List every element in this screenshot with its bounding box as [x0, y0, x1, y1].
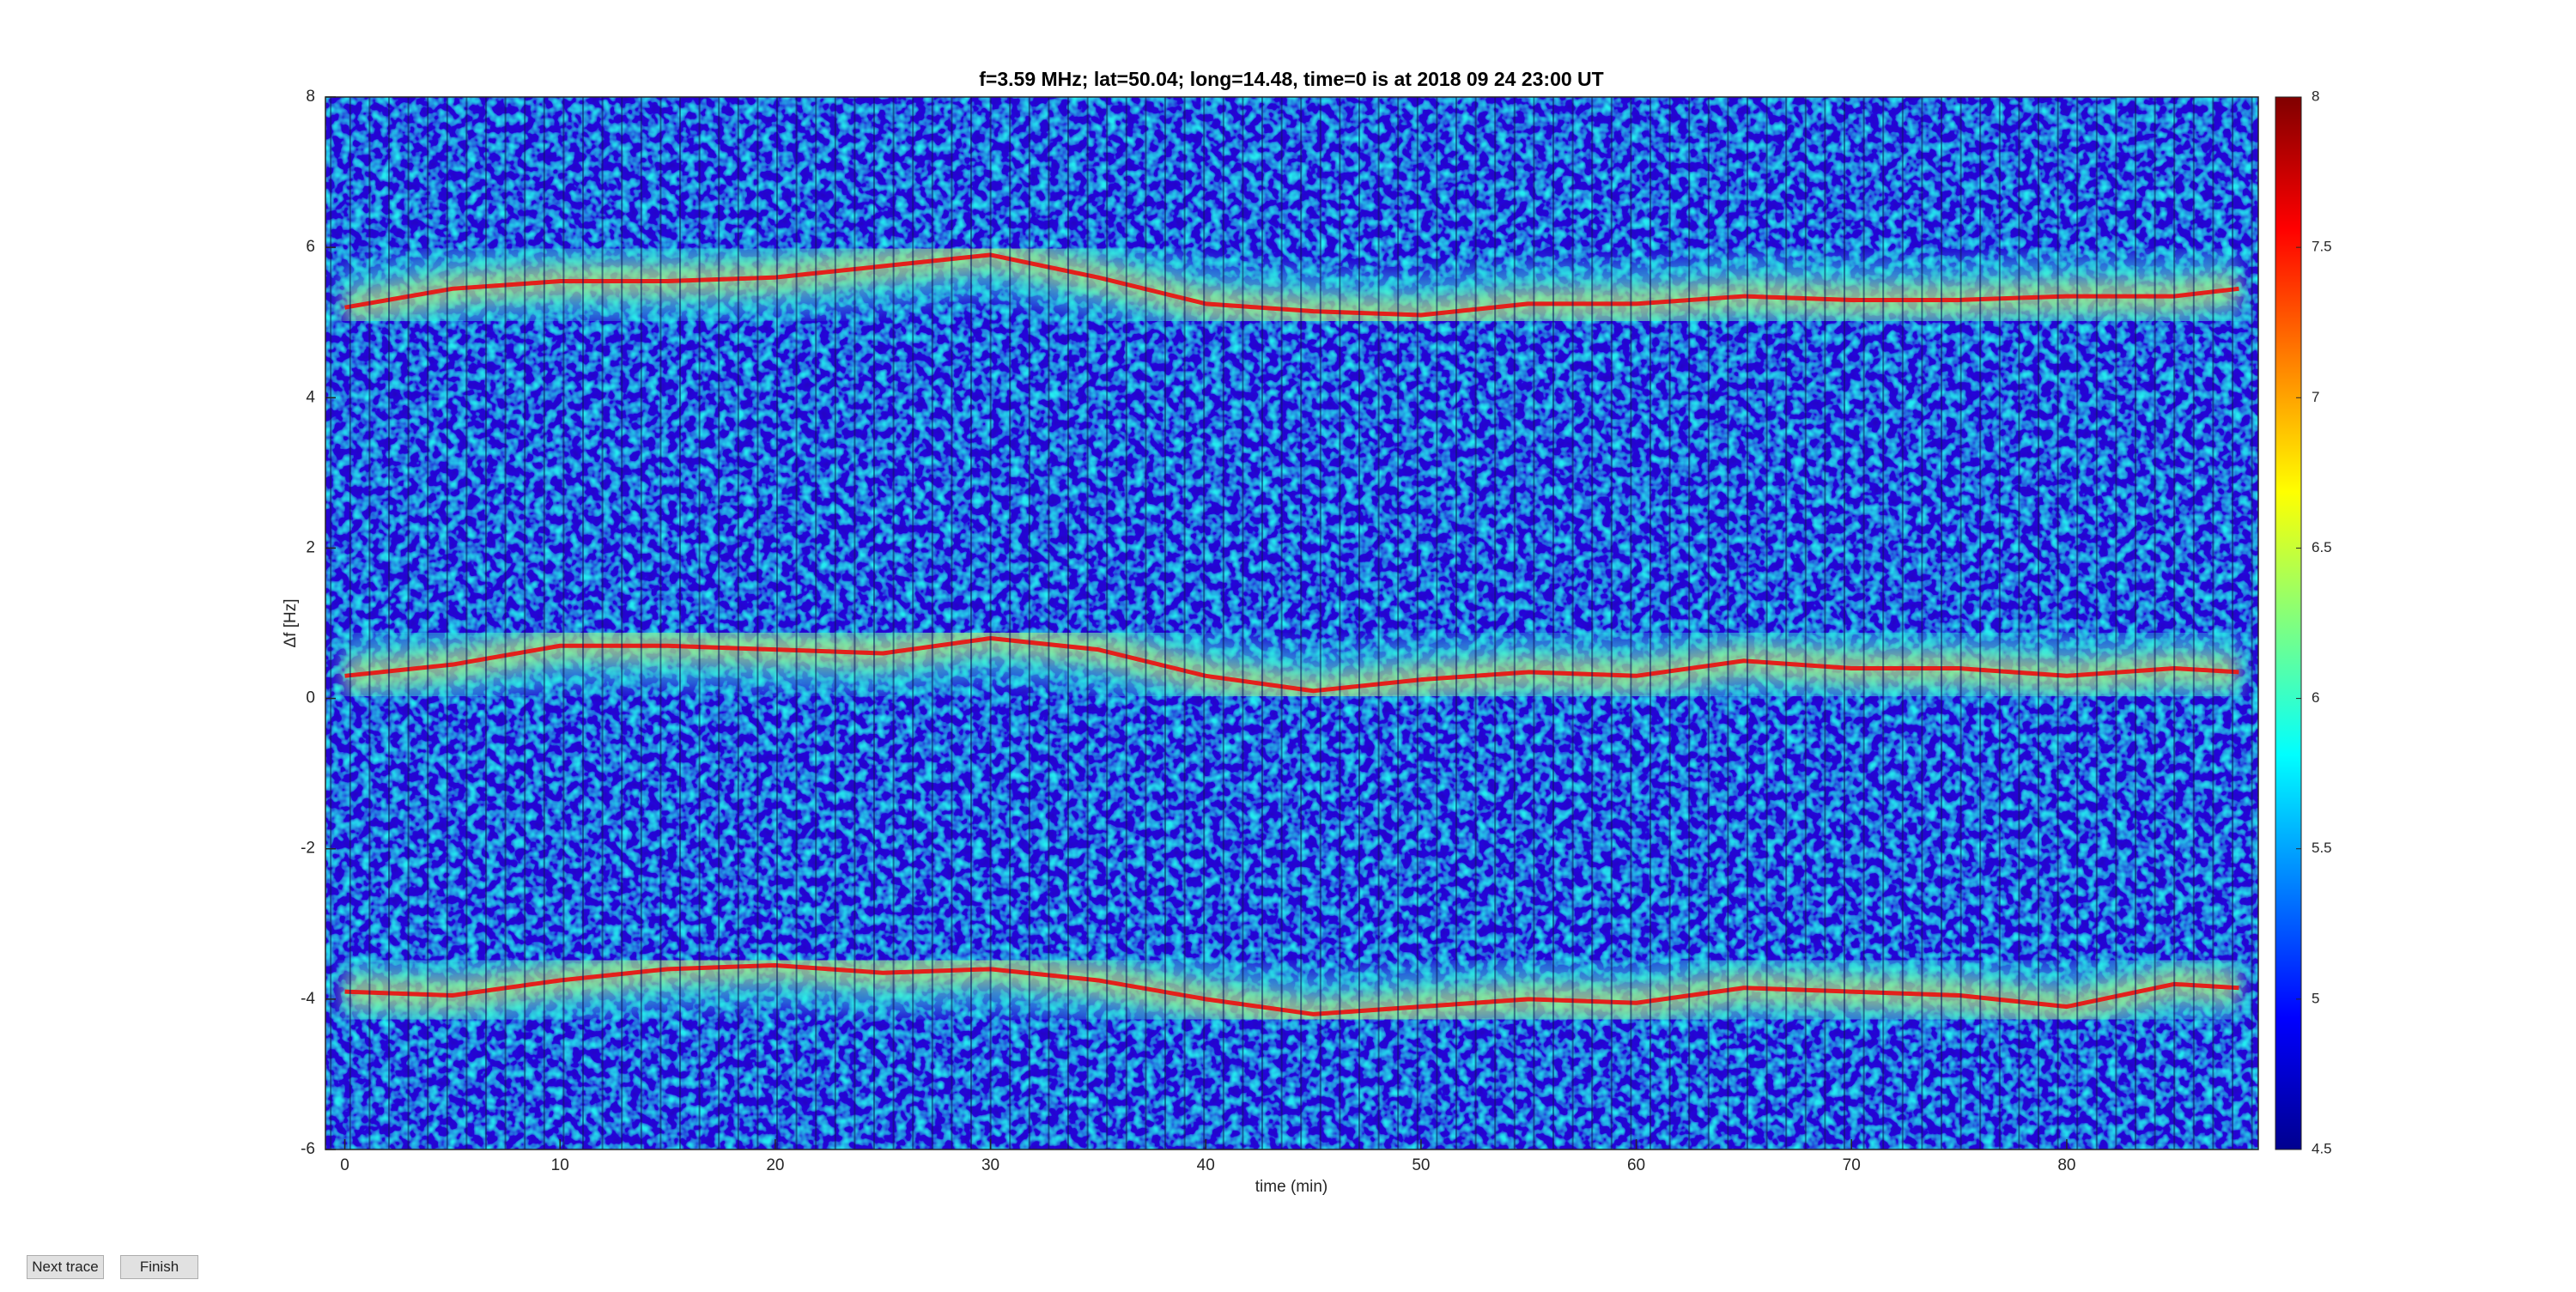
- colorbar-tick-label: 7.5: [2312, 239, 2332, 255]
- colorbar-tick-label: 6: [2312, 689, 2319, 706]
- x-tick-label: 60: [1627, 1156, 1645, 1174]
- y-tick-label: -4: [301, 990, 315, 1008]
- x-tick-label: 50: [1412, 1156, 1430, 1174]
- y-tick-label: 8: [306, 88, 315, 106]
- finish-button[interactable]: Finish: [120, 1255, 198, 1279]
- next-trace-button[interactable]: Next trace: [27, 1255, 104, 1279]
- overlay: [325, 97, 2258, 1149]
- x-tick-label: 70: [1843, 1156, 1861, 1174]
- y-tick-label: -2: [301, 840, 315, 858]
- colorbar-tick-label: 5: [2312, 990, 2319, 1006]
- stripes: [325, 97, 2258, 1149]
- x-tick-label: 0: [340, 1156, 349, 1174]
- plot-frame: [325, 96, 2259, 1150]
- colorbar-tick-label: 5.5: [2312, 840, 2332, 856]
- y-tick-label: 2: [306, 538, 315, 556]
- colorbar-tick-label: 8: [2312, 88, 2319, 104]
- colorbar-tick-label: 4.5: [2312, 1140, 2332, 1156]
- x-tick-label: 20: [766, 1156, 784, 1174]
- colorbar: [2275, 96, 2302, 1150]
- colorbar-tick-label: 6.5: [2312, 539, 2332, 555]
- colorbar-tick-label: 7: [2312, 389, 2319, 405]
- x-tick-label: 40: [1197, 1156, 1215, 1174]
- y-tick-label: -6: [301, 1140, 315, 1158]
- y-tick-label: 4: [306, 388, 315, 406]
- y-tick-label: 6: [306, 238, 315, 256]
- chart-title: f=3.59 MHz; lat=50.04; long=14.48, time=…: [979, 68, 1603, 90]
- x-tick-label: 30: [981, 1156, 999, 1174]
- x-axis-label: time (min): [1255, 1178, 1327, 1196]
- y-axis-label: Δf [Hz]: [282, 598, 300, 647]
- y-tick-label: 0: [306, 689, 315, 707]
- figure: f=3.59 MHz; lat=50.04; long=14.48, time=…: [282, 68, 2332, 1196]
- x-tick-label: 80: [2057, 1156, 2075, 1174]
- x-tick-label: 10: [551, 1156, 569, 1174]
